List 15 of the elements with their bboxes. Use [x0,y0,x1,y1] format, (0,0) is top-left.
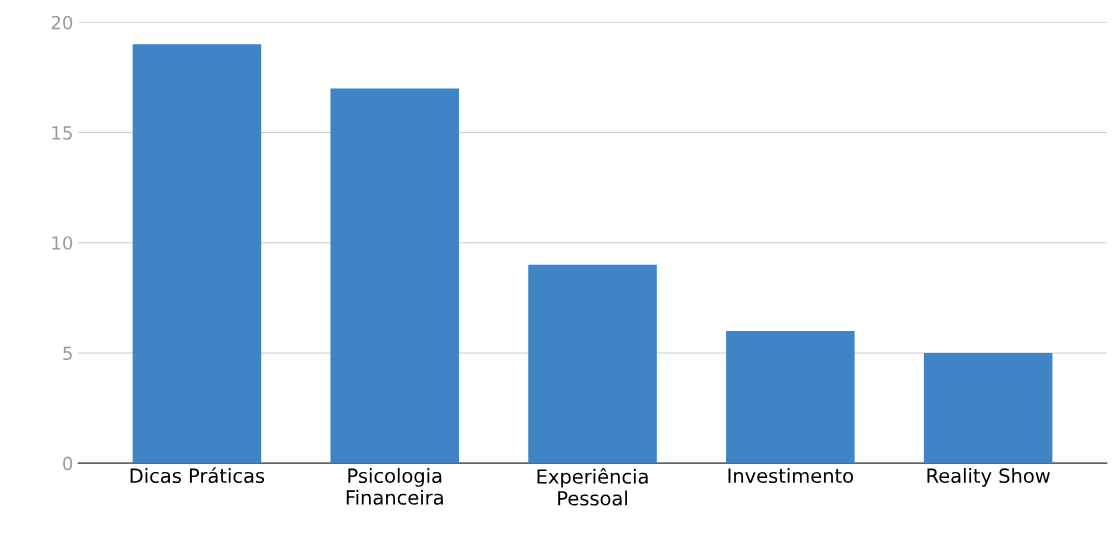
y-tick-label: 15 [52,126,72,140]
bar [528,264,657,464]
x-tick-label: Investimento [728,468,853,484]
x-tick-label: Psicologia Financeira [346,468,443,505]
x-tick-label: Dicas Práticas [130,467,265,484]
bar [132,44,262,464]
bar [923,352,1053,464]
y-tick-label: 20 [51,15,73,30]
x-tick-label: Reality Show [927,468,1050,487]
y-tick-label: 10 [52,236,73,250]
bar [726,330,855,464]
x-tick-label: Experiência Pessoal [537,468,648,506]
y-tick-label: 0 [63,456,73,471]
bar [330,88,460,464]
y-tick-label: 5 [63,346,72,361]
